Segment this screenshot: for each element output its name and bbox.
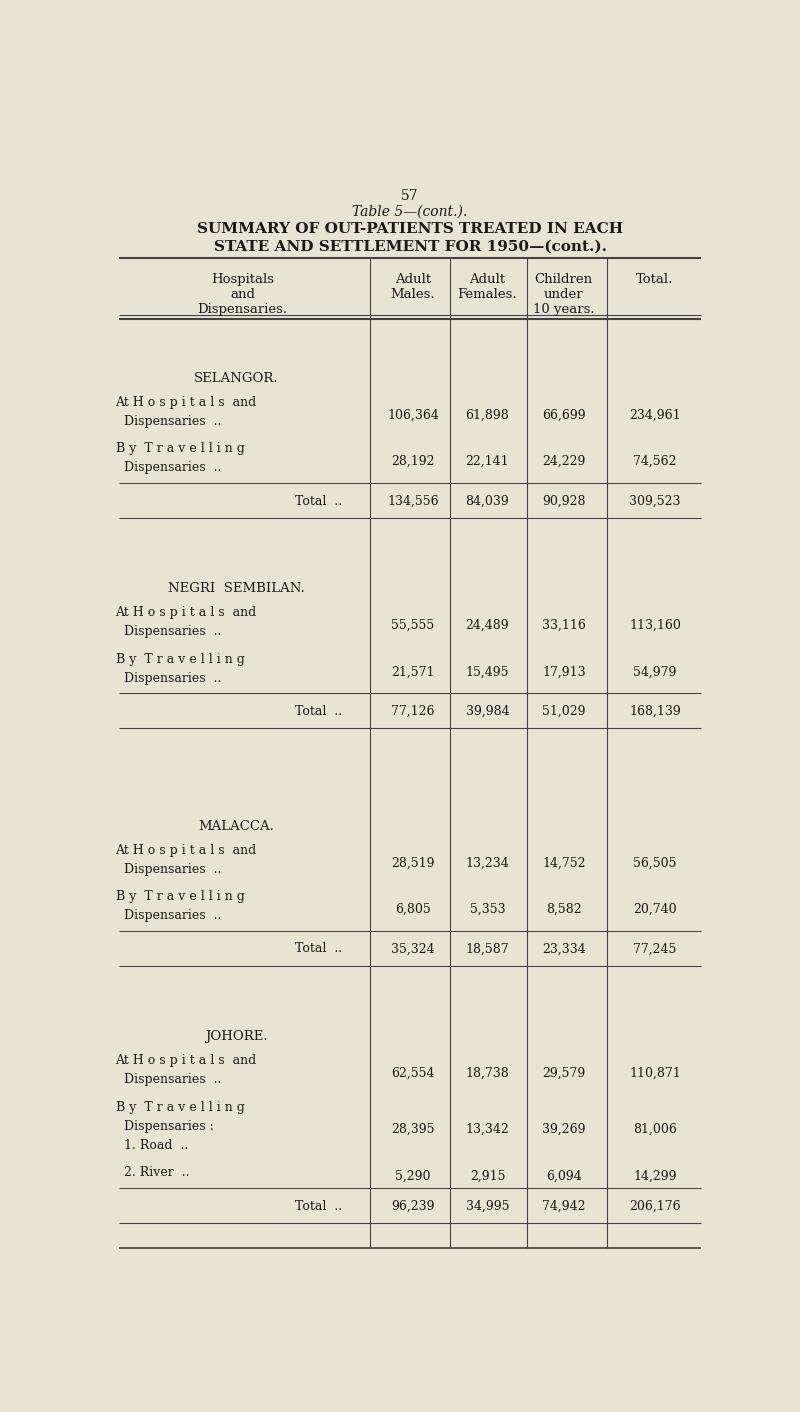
Text: 23,334: 23,334 <box>542 942 586 956</box>
Text: 34,995: 34,995 <box>466 1200 510 1213</box>
Text: 13,234: 13,234 <box>466 856 510 870</box>
Text: 110,871: 110,871 <box>629 1066 681 1080</box>
Text: B y  T r a v e l l i n g: B y T r a v e l l i n g <box>115 1101 244 1114</box>
Text: 14,752: 14,752 <box>542 856 586 870</box>
Text: At H o s p i t a l s  and: At H o s p i t a l s and <box>115 606 257 618</box>
Text: 28,395: 28,395 <box>391 1123 435 1137</box>
Text: Dispensaries  ..: Dispensaries .. <box>115 415 221 428</box>
Text: 168,139: 168,139 <box>629 705 681 717</box>
Text: 24,489: 24,489 <box>466 618 510 631</box>
Text: 134,556: 134,556 <box>387 494 439 507</box>
Text: 66,699: 66,699 <box>542 408 586 421</box>
Text: 62,554: 62,554 <box>391 1066 435 1080</box>
Text: 2,915: 2,915 <box>470 1169 506 1183</box>
Text: 35,324: 35,324 <box>391 942 435 956</box>
Text: JOHORE.: JOHORE. <box>205 1029 268 1043</box>
Text: 77,245: 77,245 <box>634 942 677 956</box>
Text: At H o s p i t a l s  and: At H o s p i t a l s and <box>115 1053 257 1067</box>
Text: 22,141: 22,141 <box>466 455 510 469</box>
Text: 29,579: 29,579 <box>542 1066 586 1080</box>
Text: 54,979: 54,979 <box>634 665 677 679</box>
Text: Adult
Males.: Adult Males. <box>390 273 435 301</box>
Text: 1. Road  ..: 1. Road .. <box>115 1138 188 1152</box>
Text: 18,587: 18,587 <box>466 942 510 956</box>
Text: 74,562: 74,562 <box>633 455 677 469</box>
Text: Table 5—(cont.).: Table 5—(cont.). <box>352 205 468 219</box>
Text: 28,519: 28,519 <box>391 856 435 870</box>
Text: 113,160: 113,160 <box>629 618 681 631</box>
Text: 106,364: 106,364 <box>387 408 439 421</box>
Text: Dispensaries :: Dispensaries : <box>115 1120 214 1132</box>
Text: 2. River  ..: 2. River .. <box>115 1166 189 1179</box>
Text: Dispensaries  ..: Dispensaries .. <box>115 672 221 685</box>
Text: 18,738: 18,738 <box>466 1066 510 1080</box>
Text: Dispensaries  ..: Dispensaries .. <box>115 626 221 638</box>
Text: Dispensaries  ..: Dispensaries .. <box>115 909 221 922</box>
Text: At H o s p i t a l s  and: At H o s p i t a l s and <box>115 395 257 408</box>
Text: 8,582: 8,582 <box>546 904 582 916</box>
Text: 56,505: 56,505 <box>633 856 677 870</box>
Text: 6,805: 6,805 <box>395 904 431 916</box>
Text: 309,523: 309,523 <box>629 494 681 507</box>
Text: 15,495: 15,495 <box>466 665 510 679</box>
Text: Total  ..: Total .. <box>294 494 342 507</box>
Text: 55,555: 55,555 <box>391 618 434 631</box>
Text: 77,126: 77,126 <box>391 705 435 717</box>
Text: Dispensaries  ..: Dispensaries .. <box>115 863 221 875</box>
Text: 206,176: 206,176 <box>629 1200 681 1213</box>
Text: 14,299: 14,299 <box>633 1169 677 1183</box>
Text: 5,290: 5,290 <box>395 1169 431 1183</box>
Text: 24,229: 24,229 <box>542 455 586 469</box>
Text: Adult
Females.: Adult Females. <box>458 273 518 301</box>
Text: Dispensaries  ..: Dispensaries .. <box>115 462 221 474</box>
Text: 57: 57 <box>401 189 419 203</box>
Text: STATE AND SETTLEMENT FOR 1950—(cont.).: STATE AND SETTLEMENT FOR 1950—(cont.). <box>214 240 606 254</box>
Text: 13,342: 13,342 <box>466 1123 510 1137</box>
Text: 234,961: 234,961 <box>629 408 681 421</box>
Text: 28,192: 28,192 <box>391 455 435 469</box>
Text: 39,269: 39,269 <box>542 1123 586 1137</box>
Text: B y  T r a v e l l i n g: B y T r a v e l l i n g <box>115 652 244 665</box>
Text: B y  T r a v e l l i n g: B y T r a v e l l i n g <box>115 891 244 904</box>
Text: MALACCA.: MALACCA. <box>198 819 274 833</box>
Text: SELANGOR.: SELANGOR. <box>194 371 278 384</box>
Text: 17,913: 17,913 <box>542 665 586 679</box>
Text: Total  ..: Total .. <box>294 1200 342 1213</box>
Text: Total  ..: Total .. <box>294 942 342 956</box>
Text: 5,353: 5,353 <box>470 904 506 916</box>
Text: 74,942: 74,942 <box>542 1200 586 1213</box>
Text: Total.: Total. <box>636 273 674 285</box>
Text: 84,039: 84,039 <box>466 494 510 507</box>
Text: Dispensaries  ..: Dispensaries .. <box>115 1073 221 1086</box>
Text: Hospitals
and
Dispensaries.: Hospitals and Dispensaries. <box>198 273 288 316</box>
Text: 21,571: 21,571 <box>391 665 435 679</box>
Text: Children
under
10 years.: Children under 10 years. <box>533 273 594 316</box>
Text: 33,116: 33,116 <box>542 618 586 631</box>
Text: Total  ..: Total .. <box>294 705 342 717</box>
Text: NEGRI  SEMBILAN.: NEGRI SEMBILAN. <box>168 582 305 594</box>
Text: 96,239: 96,239 <box>391 1200 435 1213</box>
Text: 39,984: 39,984 <box>466 705 510 717</box>
Text: B y  T r a v e l l i n g: B y T r a v e l l i n g <box>115 442 244 455</box>
Text: 81,006: 81,006 <box>633 1123 677 1137</box>
Text: 6,094: 6,094 <box>546 1169 582 1183</box>
Text: 51,029: 51,029 <box>542 705 586 717</box>
Text: 90,928: 90,928 <box>542 494 586 507</box>
Text: 61,898: 61,898 <box>466 408 510 421</box>
Text: SUMMARY OF OUT-PATIENTS TREATED IN EACH: SUMMARY OF OUT-PATIENTS TREATED IN EACH <box>197 222 623 236</box>
Text: At H o s p i t a l s  and: At H o s p i t a l s and <box>115 843 257 857</box>
Text: 20,740: 20,740 <box>633 904 677 916</box>
